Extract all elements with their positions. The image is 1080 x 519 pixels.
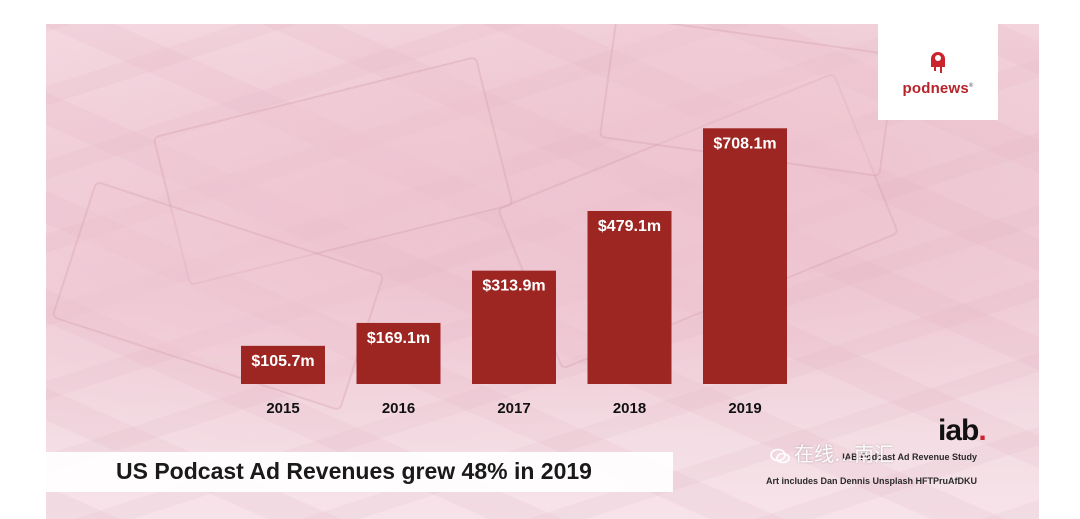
bar-2017 xyxy=(472,270,556,384)
x-tick-label-2015: 2015 xyxy=(266,400,299,417)
x-tick-label-2016: 2016 xyxy=(382,400,415,417)
bar-2016 xyxy=(356,322,441,384)
x-tick-label-2019: 2019 xyxy=(728,400,761,417)
value-label-2017: $313.9m xyxy=(482,278,545,295)
podnews-logo: podnews® xyxy=(878,24,998,120)
bar-2015 xyxy=(241,345,325,384)
x-tick-label-2017: 2017 xyxy=(497,400,530,417)
value-label-2015: $105.7m xyxy=(251,353,314,370)
value-label-2018: $479.1m xyxy=(598,218,661,235)
title-banner: US Podcast Ad Revenues grew 48% in 2019 xyxy=(46,452,673,492)
wechat-icon xyxy=(770,448,790,463)
bar-2018 xyxy=(587,210,672,384)
bar-2019 xyxy=(703,128,787,384)
value-label-2019: $708.1m xyxy=(713,135,776,152)
bar-chart: $105.7m 2015 $169.1m 2016 $313.9m 2017 $479.1m… xyxy=(241,128,787,417)
credit-line: Art includes Dan Dennis Unsplash HFTPruA… xyxy=(765,476,977,486)
watermark: 在线…南汇 xyxy=(770,438,894,467)
podnews-logo-text: podnews® xyxy=(902,80,974,97)
microphone-icon xyxy=(931,52,945,73)
x-tick-label-2018: 2018 xyxy=(613,400,646,417)
iab-logo: iab. xyxy=(938,414,987,447)
value-label-2016: $169.1m xyxy=(367,330,430,347)
source-credit: IAB Podcast Ad Revenue Study Art include… xyxy=(766,451,977,487)
slide: $105.7m 2015 $169.1m 2016 $313.9m 2017 $479.1m… xyxy=(46,24,1039,519)
credit-line: IAB Podcast Ad Revenue Study xyxy=(842,452,977,462)
chart-title: US Podcast Ad Revenues grew 48% in 2019 xyxy=(116,458,592,484)
